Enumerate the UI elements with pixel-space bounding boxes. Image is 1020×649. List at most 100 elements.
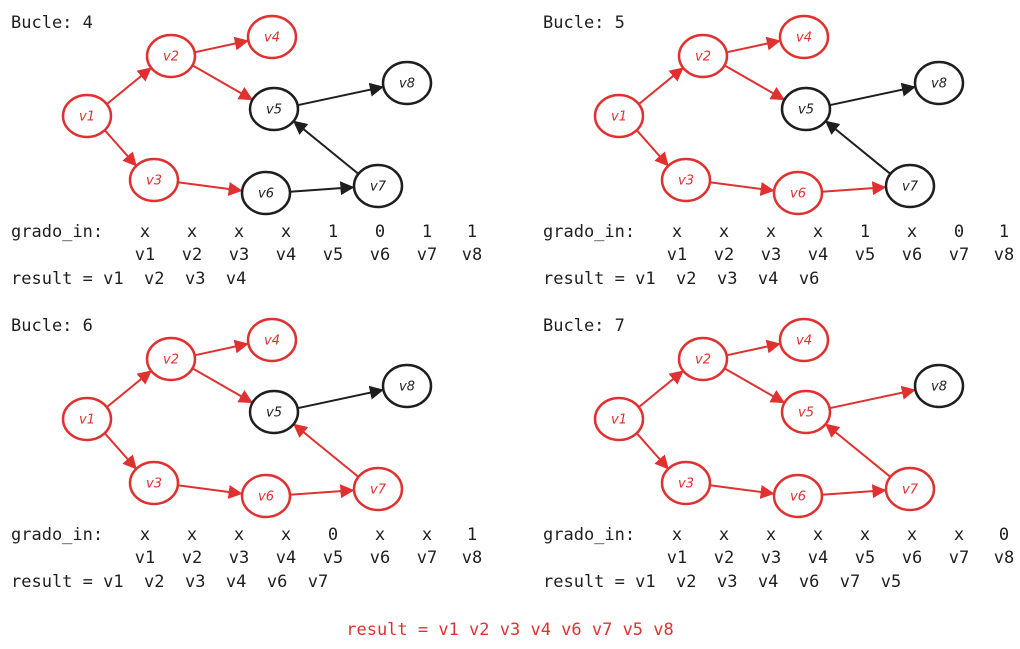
result-line: result = v1 v2 v3 v4 v6 v7 v5 — [543, 572, 901, 592]
node-label: v4 — [264, 31, 280, 46]
vertex-header: v1 — [135, 245, 155, 265]
node-circle — [593, 396, 645, 442]
grado-in-value: x — [375, 525, 385, 545]
panel-bucle-4: Bucle: 4 v1 v2 v3 v4 v5 v6 v7 v8 grado_in: x x x x 1 0 1… — [11, 13, 482, 289]
panel-bucle-6: Bucle: 6 v1 v2 v3 v4 v5 v6 v7 v8 grado_in: x x x x 0 x x… — [11, 316, 482, 592]
node-circle — [145, 33, 197, 79]
node-circle — [248, 389, 300, 435]
vertex-header: v3 — [761, 548, 781, 568]
node-circle — [884, 466, 936, 512]
vertex-header: v6 — [370, 245, 390, 265]
grado-in-value: x — [234, 525, 244, 545]
node-v8: v8 — [381, 60, 433, 106]
node-v7: v7 — [352, 466, 404, 512]
vertex-header: v7 — [949, 548, 969, 568]
node-circle — [913, 363, 965, 409]
node-label: v5 — [266, 406, 282, 421]
edge-v5-v8 — [296, 82, 384, 107]
edge-v1-v3 — [103, 431, 137, 470]
node-v4: v4 — [246, 317, 298, 363]
grado-in-label: grado_in: — [11, 525, 103, 545]
vertex-header: v8 — [462, 548, 482, 568]
node-label: v6 — [258, 490, 274, 505]
grado-in-value: 1 — [467, 525, 477, 545]
edge-v1-v2 — [637, 370, 684, 409]
edge-v2-v5 — [191, 367, 254, 404]
node-circle — [772, 473, 824, 519]
node-circle — [248, 86, 300, 132]
node-v1: v1 — [61, 396, 113, 442]
edge-v2-v4 — [193, 36, 249, 54]
node-v7: v7 — [884, 466, 936, 512]
edge-v7-v5 — [825, 120, 892, 176]
edge-v5-v8 — [828, 385, 916, 410]
node-circle — [660, 460, 712, 506]
edge-v3-v6 — [176, 181, 243, 196]
grado-in-value: x — [140, 222, 150, 242]
node-v3: v3 — [660, 157, 712, 203]
node-label: v4 — [796, 334, 812, 349]
node-label: v2 — [695, 353, 711, 368]
node-v2: v2 — [677, 336, 729, 382]
edge-v6-v7 — [289, 484, 355, 499]
grado-in-value: 1 — [999, 222, 1009, 242]
node-v1: v1 — [593, 396, 645, 442]
edge-v1-v3 — [635, 431, 669, 470]
vertex-header: v5 — [855, 548, 875, 568]
grado-in-value: 1 — [860, 222, 870, 242]
grado-in-value: 0 — [328, 525, 338, 545]
node-label: v7 — [370, 180, 387, 195]
result-line: result = v1 v2 v3 v4 v6 v7 — [11, 572, 328, 592]
edge-v2-v4 — [725, 36, 781, 54]
vertex-header: v8 — [462, 245, 482, 265]
node-label: v8 — [931, 380, 947, 395]
panel-title: Bucle: 7 — [543, 316, 625, 336]
edge-v6-v7 — [821, 484, 887, 499]
vertex-header: v3 — [761, 245, 781, 265]
node-v4: v4 — [778, 317, 830, 363]
edge-v5-v8 — [828, 82, 916, 107]
vertex-header: v6 — [902, 548, 922, 568]
node-label: v7 — [370, 483, 387, 498]
node-label: v4 — [264, 334, 280, 349]
node-circle — [61, 93, 113, 139]
grado-in-value: 0 — [375, 222, 385, 242]
node-v2: v2 — [677, 33, 729, 79]
node-circle — [778, 317, 830, 363]
node-label: v8 — [399, 77, 415, 92]
node-label: v3 — [146, 174, 162, 189]
node-circle — [61, 396, 113, 442]
edge-v1-v2 — [637, 67, 684, 106]
node-circle — [246, 317, 298, 363]
result-line: result = v1 v2 v3 v4 — [11, 269, 246, 289]
edge-v2-v5 — [723, 367, 786, 404]
node-v6: v6 — [240, 473, 292, 519]
vertex-header: v8 — [994, 245, 1014, 265]
grado-in-value: x — [187, 525, 197, 545]
grado-in-value: x — [140, 525, 150, 545]
node-circle — [780, 389, 832, 435]
vertex-header: v2 — [714, 548, 734, 568]
node-label: v6 — [790, 490, 806, 505]
node-circle — [677, 336, 729, 382]
grado-in-value: x — [813, 525, 823, 545]
grado-in-value: x — [281, 525, 291, 545]
edge-v7-v5 — [825, 423, 892, 479]
node-label: v7 — [902, 180, 919, 195]
vertex-header: v4 — [808, 548, 828, 568]
vertex-header: v8 — [994, 548, 1014, 568]
edge-v3-v6 — [708, 181, 775, 196]
edge-v5-v8 — [296, 385, 384, 410]
node-label: v1 — [611, 413, 627, 428]
node-circle — [381, 60, 433, 106]
edge-v6-v7 — [289, 181, 355, 196]
node-label: v6 — [258, 187, 274, 202]
edge-v6-v7 — [821, 181, 887, 196]
grado-in-value: x — [187, 222, 197, 242]
grado-in-value: x — [719, 222, 729, 242]
grado-in-value: 0 — [954, 222, 964, 242]
grado-in-label: grado_in: — [543, 525, 635, 545]
vertex-header: v6 — [902, 245, 922, 265]
grado-in-label: grado_in: — [543, 222, 635, 242]
